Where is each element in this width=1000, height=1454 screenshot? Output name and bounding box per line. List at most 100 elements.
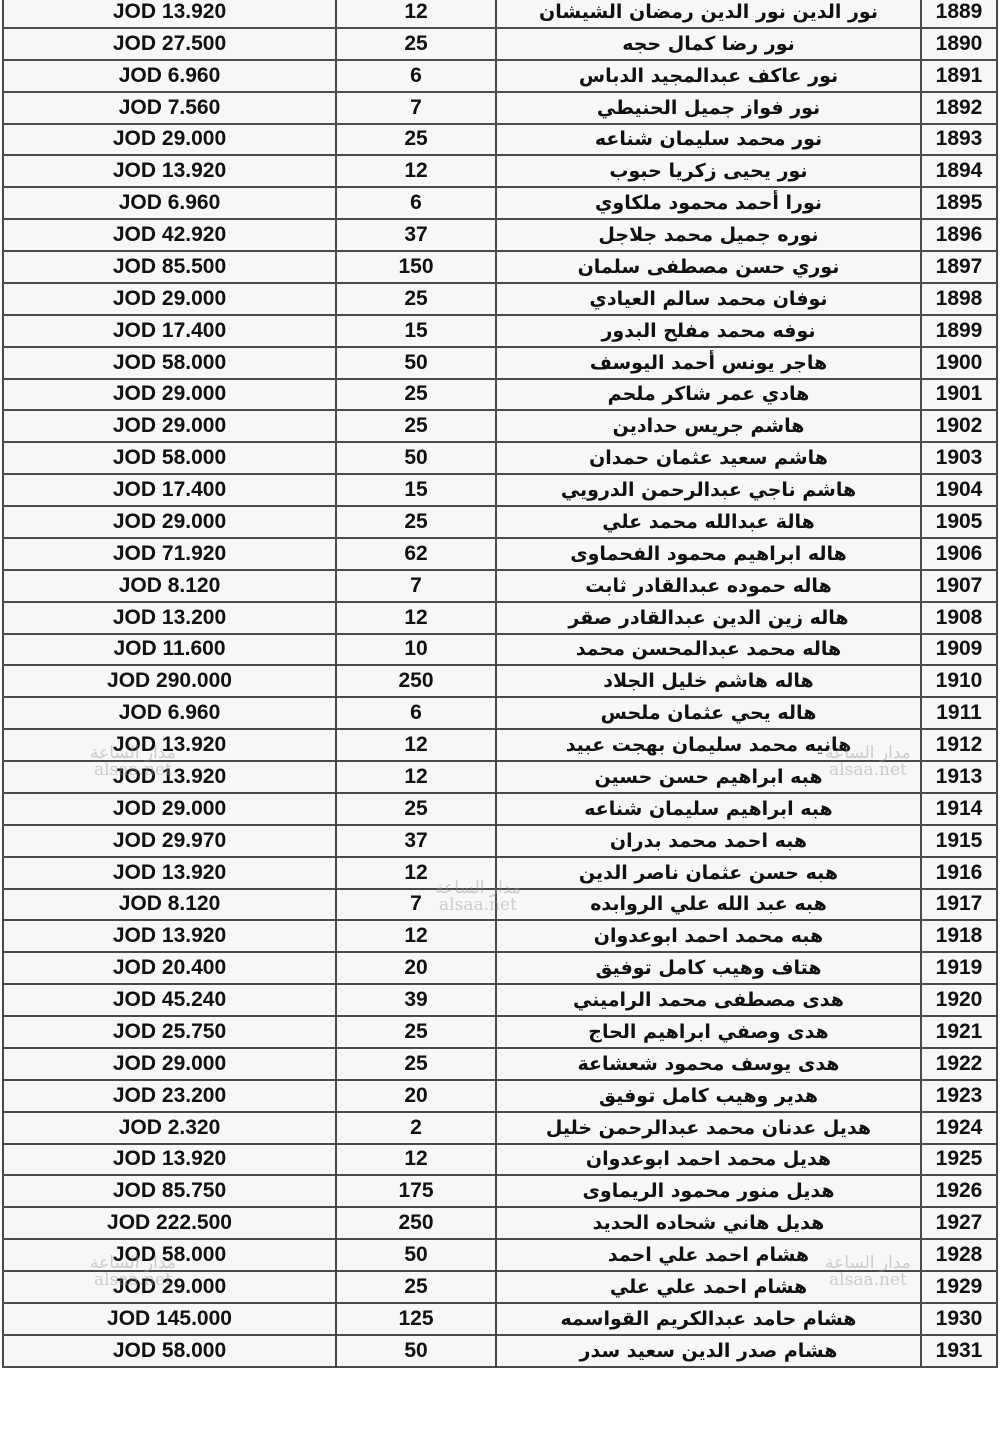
- number-cell: 1900: [920, 345, 998, 380]
- table-row: JOD 29.000 25 هاشم جريس حدادين 1902: [2, 409, 998, 444]
- number-cell: 1912: [920, 728, 998, 762]
- name-cell: هاجر يونس أحمد اليوسف: [495, 345, 922, 380]
- table-row: JOD 13.920 12 هانيه محمد سليمان بهجت عبيد 1…: [2, 728, 998, 762]
- amount-cell: JOD 6.960: [2, 58, 337, 93]
- table-row: JOD 29.000 25 هبه ابراهيم سليمان شناعه 1914: [2, 791, 998, 826]
- quantity-cell: 12: [335, 1142, 497, 1177]
- quantity-cell: 50: [335, 345, 497, 380]
- table-row: JOD 29.000 25 هالة عبدالله محمد علي 1905: [2, 505, 998, 539]
- table-row: JOD 85.500 150 نوري حسن مصطفى سلمان 1897: [2, 250, 998, 284]
- name-cell: نور فواز جميل الحنيطي: [495, 90, 922, 125]
- table-row: JOD 58.000 50 هاشم سعيد عثمان حمدان 1903: [2, 441, 998, 476]
- number-cell: 1926: [920, 1174, 998, 1209]
- number-cell: 1928: [920, 1238, 998, 1272]
- name-cell: هشام احمد علي علي: [495, 1270, 922, 1304]
- amount-cell: JOD 29.000: [2, 281, 337, 316]
- quantity-cell: 25: [335, 791, 497, 826]
- amount-cell: JOD 290.000: [2, 664, 337, 699]
- table-row: JOD 13.920 12 نور يحيى زكريا حبوب 1894: [2, 154, 998, 189]
- amount-cell: JOD 17.400: [2, 313, 337, 348]
- number-cell: 1893: [920, 122, 998, 157]
- quantity-cell: 37: [335, 218, 497, 252]
- table-body: JOD 13.920 12 نور الدين نور الدين رمضان ال…: [2, 0, 998, 1368]
- number-cell: 1916: [920, 855, 998, 890]
- quantity-cell: 25: [335, 1046, 497, 1081]
- quantity-cell: 12: [335, 0, 497, 29]
- number-cell: 1890: [920, 26, 998, 61]
- table-row: JOD 29.000 25 نور محمد سليمان شناعه 1893: [2, 122, 998, 157]
- table-row: JOD 29.000 25 هادي عمر شاكر ملحم 1901: [2, 377, 998, 412]
- number-cell: 1906: [920, 536, 998, 571]
- number-cell: 1902: [920, 409, 998, 444]
- table-row: JOD 45.240 39 هدى مصطفى محمد الراميني 1920: [2, 983, 998, 1017]
- quantity-cell: 250: [335, 1206, 497, 1241]
- amount-cell: JOD 29.000: [2, 377, 337, 412]
- name-cell: هاله زين الدين عبدالقادر صقر: [495, 600, 922, 635]
- quantity-cell: 25: [335, 122, 497, 157]
- quantity-cell: 7: [335, 568, 497, 603]
- table-row: JOD 290.000 250 هاله هاشم خليل الجلاد 1910: [2, 664, 998, 699]
- amount-cell: JOD 29.000: [2, 505, 337, 539]
- amount-cell: JOD 27.500: [2, 26, 337, 61]
- table-row: JOD 20.400 20 هتاف وهيب كامل توفيق 1919: [2, 951, 998, 986]
- quantity-cell: 25: [335, 1270, 497, 1304]
- name-cell: هبه احمد محمد بدران: [495, 823, 922, 858]
- table-row: JOD 13.920 12 هبه حسن عثمان ناصر الدين 1916: [2, 855, 998, 890]
- quantity-cell: 175: [335, 1174, 497, 1209]
- name-cell: هديل عدنان محمد عبدالرحمن خليل: [495, 1110, 922, 1145]
- amount-cell: JOD 13.920: [2, 1142, 337, 1177]
- quantity-cell: 7: [335, 887, 497, 922]
- table-row: JOD 222.500 250 هديل هاني شحاده الحديد 1927: [2, 1206, 998, 1241]
- name-cell: نور رضا كمال حجه: [495, 26, 922, 61]
- number-cell: 1889: [920, 0, 998, 29]
- table-row: JOD 8.120 7 هبه عبد الله علي الروابده 1917: [2, 887, 998, 922]
- table-row: JOD 58.000 50 هشام صدر الدين سعيد سدر 1931: [2, 1333, 998, 1368]
- number-cell: 1915: [920, 823, 998, 858]
- number-cell: 1914: [920, 791, 998, 826]
- table-row: JOD 8.120 7 هاله حموده عبدالقادر ثابت 1907: [2, 568, 998, 603]
- amount-cell: JOD 45.240: [2, 983, 337, 1017]
- quantity-cell: 25: [335, 409, 497, 444]
- quantity-cell: 12: [335, 855, 497, 890]
- name-cell: هالة عبدالله محمد علي: [495, 505, 922, 539]
- amount-cell: JOD 29.000: [2, 1046, 337, 1081]
- quantity-cell: 6: [335, 696, 497, 731]
- name-cell: هدى وصفي ابراهيم الحاج: [495, 1015, 922, 1049]
- table-row: JOD 23.200 20 هدير وهيب كامل توفيق 1923: [2, 1078, 998, 1113]
- quantity-cell: 50: [335, 1238, 497, 1272]
- quantity-cell: 7: [335, 90, 497, 125]
- number-cell: 1897: [920, 250, 998, 284]
- number-cell: 1908: [920, 600, 998, 635]
- table-row: JOD 13.920 12 هبه ابراهيم حسن حسين 1913: [2, 760, 998, 794]
- quantity-cell: 25: [335, 26, 497, 61]
- number-cell: 1924: [920, 1110, 998, 1145]
- name-cell: هشام صدر الدين سعيد سدر: [495, 1333, 922, 1368]
- amount-cell: JOD 6.960: [2, 186, 337, 221]
- name-cell: هاشم ناجي عبدالرحمن الدرويي: [495, 473, 922, 507]
- quantity-cell: 250: [335, 664, 497, 699]
- quantity-cell: 20: [335, 951, 497, 986]
- number-cell: 1921: [920, 1015, 998, 1049]
- amount-cell: JOD 58.000: [2, 441, 337, 476]
- number-cell: 1913: [920, 760, 998, 794]
- quantity-cell: 125: [335, 1301, 497, 1336]
- quantity-cell: 50: [335, 441, 497, 476]
- number-cell: 1891: [920, 58, 998, 93]
- number-cell: 1892: [920, 90, 998, 125]
- table-row: JOD 6.960 6 نورا أحمد محمود ملكاوي 1895: [2, 186, 998, 221]
- name-cell: هبه ابراهيم سليمان شناعه: [495, 791, 922, 826]
- number-cell: 1899: [920, 313, 998, 348]
- number-cell: 1911: [920, 696, 998, 731]
- name-cell: نوفه محمد مفلح البدور: [495, 313, 922, 348]
- number-cell: 1895: [920, 186, 998, 221]
- amount-cell: JOD 8.120: [2, 887, 337, 922]
- amount-cell: JOD 6.960: [2, 696, 337, 731]
- amount-cell: JOD 13.920: [2, 0, 337, 29]
- number-cell: 1923: [920, 1078, 998, 1113]
- quantity-cell: 6: [335, 186, 497, 221]
- quantity-cell: 2: [335, 1110, 497, 1145]
- number-cell: 1894: [920, 154, 998, 189]
- amount-cell: JOD 71.920: [2, 536, 337, 571]
- amount-cell: JOD 23.200: [2, 1078, 337, 1113]
- table-row: JOD 13.200 12 هاله زين الدين عبدالقادر صقر…: [2, 600, 998, 635]
